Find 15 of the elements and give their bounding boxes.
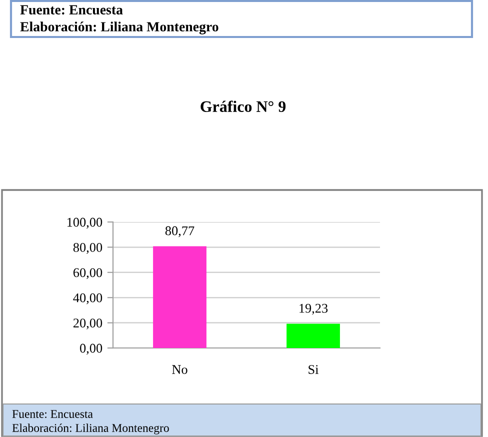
y-tick-label: 0,00	[80, 344, 102, 355]
chart-title: Gráfico N° 9	[200, 100, 286, 112]
y-tick-label: 100,00	[67, 218, 102, 229]
source-note: Fuente: Encuesta	[20, 5, 123, 15]
source-note: Fuente: Encuesta	[12, 410, 93, 418]
x-tick-label: Si	[308, 365, 318, 374]
y-tick-label: 60,00	[73, 268, 102, 280]
text: Elaboración: Liliana Montenegro	[12, 424, 169, 434]
data-label: 19,23	[300, 304, 328, 315]
data-label: 80,77	[165, 226, 194, 238]
x-tick-label: No	[172, 365, 188, 374]
y-tick-label: 80,00	[73, 243, 102, 254]
text: Elaboración: Liliana Montenegro	[20, 22, 218, 34]
y-tick-label: 20,00	[73, 318, 102, 330]
y-tick-label: 40,00	[73, 293, 102, 304]
